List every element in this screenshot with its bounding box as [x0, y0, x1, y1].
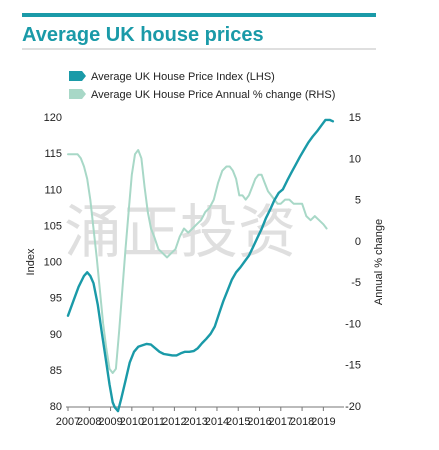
- title-rule: [22, 13, 376, 17]
- x-tick-label: 2016: [247, 416, 271, 428]
- x-tick-label: 2007: [56, 416, 80, 428]
- y-tick-label: 85: [50, 365, 62, 377]
- legend: Average UK House Price Index (LHS) Avera…: [69, 71, 335, 101]
- x-tick-label: 2012: [162, 416, 186, 428]
- y-tick-label: 90: [50, 329, 62, 341]
- watermark: 涌正投资: [64, 198, 296, 266]
- y2-tick-label: 0: [355, 236, 361, 248]
- y-tick-label: 105: [44, 220, 62, 232]
- y-axis-ticks: 80 85 90 95 100 105 110 115 120: [44, 112, 62, 413]
- y2-tick-label: -15: [345, 360, 361, 372]
- x-tick-label: 2011: [141, 416, 165, 428]
- y2-axis-title: Annual % change: [373, 219, 385, 305]
- series-layer: [66, 118, 335, 413]
- y-tick-label: 110: [44, 184, 62, 196]
- legend-label-index: Average UK House Price Index (LHS): [91, 71, 275, 83]
- x-tick-label: 2009: [98, 416, 122, 428]
- y2-tick-label: -5: [351, 277, 361, 289]
- x-tick-label: 2013: [183, 416, 207, 428]
- legend-swatch-change: [69, 89, 86, 99]
- x-tick-label: 2008: [77, 416, 101, 428]
- y2-tick-label: -10: [345, 318, 361, 330]
- y2-tick-label: 10: [349, 153, 361, 165]
- x-tick-label: 2017: [269, 416, 293, 428]
- x-tick-label: 2014: [205, 416, 229, 428]
- y-tick-label: 115: [44, 148, 62, 160]
- chart-title: Average UK house prices: [22, 24, 264, 46]
- x-axis-ticks: 2007200820092010201120122013201420152016…: [56, 407, 336, 428]
- legend-label-change: Average UK House Price Annual % change (…: [91, 89, 335, 101]
- y2-axis-ticks: -20 -15 -10 -5 0 5 10 15: [345, 112, 361, 413]
- x-tick-label: 2019: [311, 416, 335, 428]
- y2-tick-label: 15: [349, 112, 361, 124]
- x-tick-label: 2015: [226, 416, 250, 428]
- y2-tick-label: 5: [355, 195, 361, 207]
- legend-swatch-index: [69, 71, 86, 81]
- y-tick-label: 100: [44, 257, 62, 269]
- y2-tick-label: -20: [345, 401, 361, 413]
- x-tick-label: 2010: [120, 416, 144, 428]
- y-axis-title: Index: [25, 248, 37, 275]
- y-tick-label: 80: [50, 401, 62, 413]
- x-tick-label: 2018: [290, 416, 314, 428]
- y-tick-label: 120: [44, 112, 62, 124]
- series-line-annual-change: [67, 149, 328, 374]
- series-line-price-index: [66, 118, 335, 413]
- y-tick-label: 95: [50, 293, 62, 305]
